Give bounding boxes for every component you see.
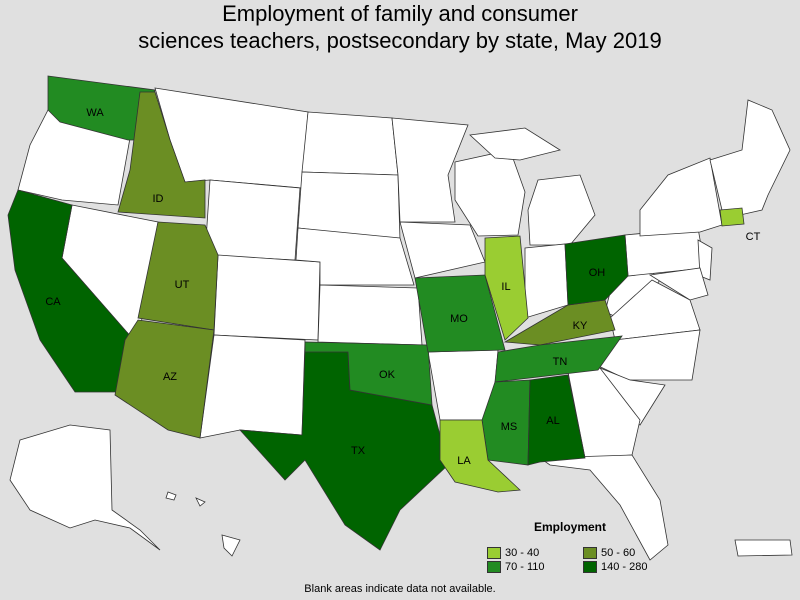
legend-swatch: [583, 547, 597, 559]
label-al: AL: [546, 415, 559, 427]
legend-label: 70 - 110: [505, 561, 545, 573]
legend-swatch: [583, 561, 597, 573]
label-wa: WA: [86, 107, 104, 119]
state-nm[interactable]: [199, 334, 306, 439]
state-al[interactable]: [527, 374, 586, 466]
label-ms: MS: [501, 421, 518, 433]
state-ny[interactable]: [639, 157, 723, 237]
state-mo[interactable]: [414, 274, 506, 353]
title-line-1: Employment of family and consumer: [222, 1, 578, 26]
state-labels: WA ID CA UT AZ TX OK MO IL KY TN MS AL L…: [45, 107, 760, 467]
state-va[interactable]: [609, 279, 701, 341]
label-ut: UT: [175, 279, 190, 291]
label-id: ID: [153, 193, 164, 205]
label-ky: KY: [573, 320, 588, 332]
label-oh: OH: [589, 267, 606, 279]
label-mo: MO: [450, 313, 468, 325]
data-states: [7, 75, 745, 551]
state-md-de[interactable]: [648, 267, 709, 301]
state-wa[interactable]: [47, 75, 156, 141]
legend-label: 140 - 280: [601, 561, 648, 573]
state-id[interactable]: [117, 91, 206, 219]
no-data-states: [9, 87, 793, 561]
label-ca: CA: [45, 296, 61, 308]
state-co[interactable]: [213, 254, 321, 341]
label-ct: CT: [746, 231, 761, 243]
state-mn[interactable]: [391, 117, 469, 223]
state-ia[interactable]: [399, 221, 486, 279]
state-ky[interactable]: [503, 299, 616, 346]
map-title: Employment of family and consumer scienc…: [0, 0, 800, 54]
state-mi-up[interactable]: [469, 127, 562, 161]
state-fl[interactable]: [538, 454, 669, 561]
state-wy[interactable]: [204, 179, 301, 261]
state-ms[interactable]: [481, 379, 531, 466]
state-new-england[interactable]: [709, 99, 791, 216]
legend-item-50-60: 50 - 60: [583, 547, 635, 559]
state-ut[interactable]: [137, 221, 219, 331]
label-tx: TX: [351, 445, 366, 457]
legend-item-140-280: 140 - 280: [583, 561, 647, 573]
state-nd[interactable]: [301, 111, 399, 176]
label-la: LA: [457, 455, 471, 467]
state-wi[interactable]: [454, 149, 526, 237]
state-pr[interactable]: [734, 539, 793, 557]
legend-item-30-40: 30 - 40: [487, 547, 539, 559]
state-tn[interactable]: [494, 335, 623, 383]
label-tn: TN: [553, 356, 568, 368]
label-az: AZ: [163, 371, 177, 383]
legend-swatch: [487, 547, 501, 559]
state-il[interactable]: [484, 235, 529, 341]
state-la[interactable]: [439, 419, 521, 493]
state-az[interactable]: [114, 319, 215, 439]
legend-label: 30 - 40: [505, 547, 540, 559]
state-nj[interactable]: [697, 239, 713, 281]
title-line-2: sciences teachers, postsecondary by stat…: [138, 28, 662, 53]
label-ok: OK: [379, 369, 396, 381]
footnote: Blank areas indicate data not available.: [304, 583, 496, 595]
legend-label: 50 - 60: [601, 547, 636, 559]
state-oh[interactable]: [564, 234, 629, 306]
legend-title: Employment: [534, 520, 607, 534]
state-ks[interactable]: [317, 284, 423, 346]
state-in[interactable]: [524, 243, 569, 319]
state-mi[interactable]: [527, 174, 596, 246]
state-hi[interactable]: [165, 491, 241, 557]
legend-item-70-110: 70 - 110: [487, 561, 545, 573]
state-ct[interactable]: [719, 207, 745, 227]
legend-swatch: [487, 561, 501, 573]
label-il: IL: [501, 281, 510, 293]
state-ak[interactable]: [9, 424, 161, 551]
